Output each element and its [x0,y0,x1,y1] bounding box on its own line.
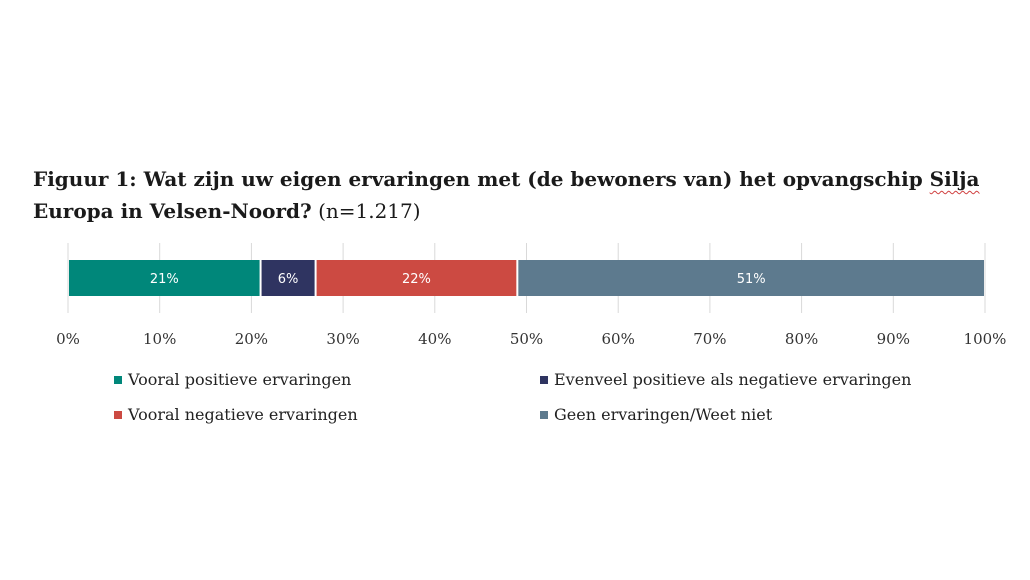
x-tick-label: 30% [326,330,359,348]
data-label: 21% [150,272,179,287]
title-line-2: Europa in Velsen-Noord? (n=1.217) [33,195,983,227]
x-tick-label: 70% [693,330,726,348]
x-tick-label: 10% [143,330,176,348]
sample-size: (n=1.217) [318,199,421,223]
x-tick-label: 80% [785,330,818,348]
x-tick-label: 60% [602,330,635,348]
data-label: 51% [737,272,766,287]
x-tick-label: 50% [510,330,543,348]
x-tick-label: 90% [877,330,910,348]
x-tick-label: 0% [56,330,80,348]
data-label: 6% [278,272,299,287]
chart-title: Figuur 1: Wat zijn uw eigen ervaringen m… [33,163,983,227]
title-line-1: Figuur 1: Wat zijn uw eigen ervaringen m… [33,163,983,195]
bar-segment [518,260,984,296]
title-text-1: Figuur 1: Wat zijn uw eigen ervaringen m… [33,167,930,191]
x-tick-label: 100% [964,330,1007,348]
title-text-2: Europa in Velsen-Noord? [33,199,312,223]
bar-segment [261,260,315,296]
x-tick-label: 20% [235,330,268,348]
title-flagged-word: Silja [929,167,980,191]
bar-segment [69,260,260,296]
x-tick-label: 40% [418,330,451,348]
bar-segment [316,260,517,296]
data-label: 22% [402,272,431,287]
